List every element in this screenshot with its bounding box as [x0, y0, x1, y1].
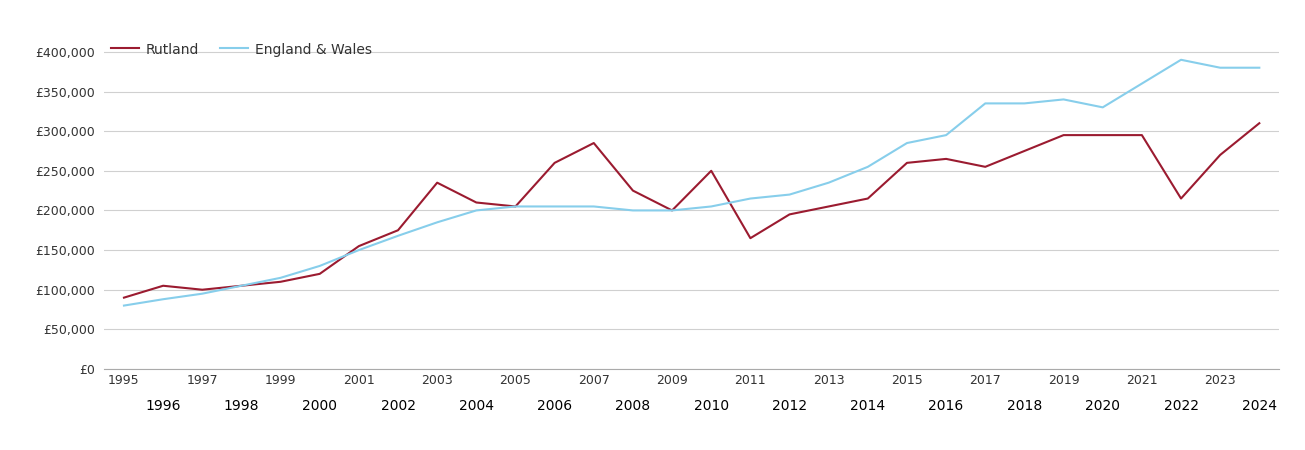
Rutland: [821, 204, 837, 209]
Rutland: [468, 200, 484, 205]
Rutland: [625, 188, 641, 194]
Rutland: [899, 160, 915, 166]
England & Wales: [1056, 97, 1071, 102]
Line: England & Wales: England & Wales: [124, 60, 1259, 306]
Rutland: [351, 243, 367, 249]
Rutland: [782, 212, 797, 217]
Rutland: [390, 228, 406, 233]
England & Wales: [821, 180, 837, 185]
England & Wales: [782, 192, 797, 197]
England & Wales: [351, 248, 367, 253]
England & Wales: [1095, 105, 1111, 110]
Rutland: [1056, 132, 1071, 138]
England & Wales: [586, 204, 602, 209]
Rutland: [312, 271, 328, 277]
England & Wales: [390, 233, 406, 238]
England & Wales: [547, 204, 562, 209]
Rutland: [116, 295, 132, 300]
England & Wales: [468, 208, 484, 213]
Rutland: [1251, 121, 1267, 126]
England & Wales: [155, 297, 171, 302]
Legend: Rutland, England & Wales: Rutland, England & Wales: [111, 43, 372, 57]
England & Wales: [1212, 65, 1228, 70]
Rutland: [194, 287, 210, 292]
Rutland: [977, 164, 993, 170]
Rutland: [1134, 132, 1150, 138]
England & Wales: [977, 101, 993, 106]
England & Wales: [234, 283, 249, 288]
England & Wales: [429, 220, 445, 225]
England & Wales: [508, 204, 523, 209]
Rutland: [234, 283, 249, 288]
England & Wales: [273, 275, 288, 280]
England & Wales: [116, 303, 132, 308]
Rutland: [860, 196, 876, 201]
Rutland: [429, 180, 445, 185]
England & Wales: [1017, 101, 1032, 106]
Rutland: [547, 160, 562, 166]
Rutland: [1017, 148, 1032, 153]
England & Wales: [899, 140, 915, 146]
Rutland: [703, 168, 719, 174]
Line: Rutland: Rutland: [124, 123, 1259, 297]
England & Wales: [1173, 57, 1189, 63]
England & Wales: [860, 164, 876, 170]
England & Wales: [625, 208, 641, 213]
Rutland: [273, 279, 288, 284]
Rutland: [508, 204, 523, 209]
Rutland: [743, 235, 758, 241]
Rutland: [1095, 132, 1111, 138]
Rutland: [1212, 152, 1228, 158]
Rutland: [664, 208, 680, 213]
England & Wales: [312, 263, 328, 269]
England & Wales: [938, 132, 954, 138]
England & Wales: [664, 208, 680, 213]
England & Wales: [743, 196, 758, 201]
England & Wales: [194, 291, 210, 297]
Rutland: [938, 156, 954, 162]
England & Wales: [1251, 65, 1267, 70]
Rutland: [155, 283, 171, 288]
England & Wales: [1134, 81, 1150, 86]
Rutland: [586, 140, 602, 146]
Rutland: [1173, 196, 1189, 201]
England & Wales: [703, 204, 719, 209]
